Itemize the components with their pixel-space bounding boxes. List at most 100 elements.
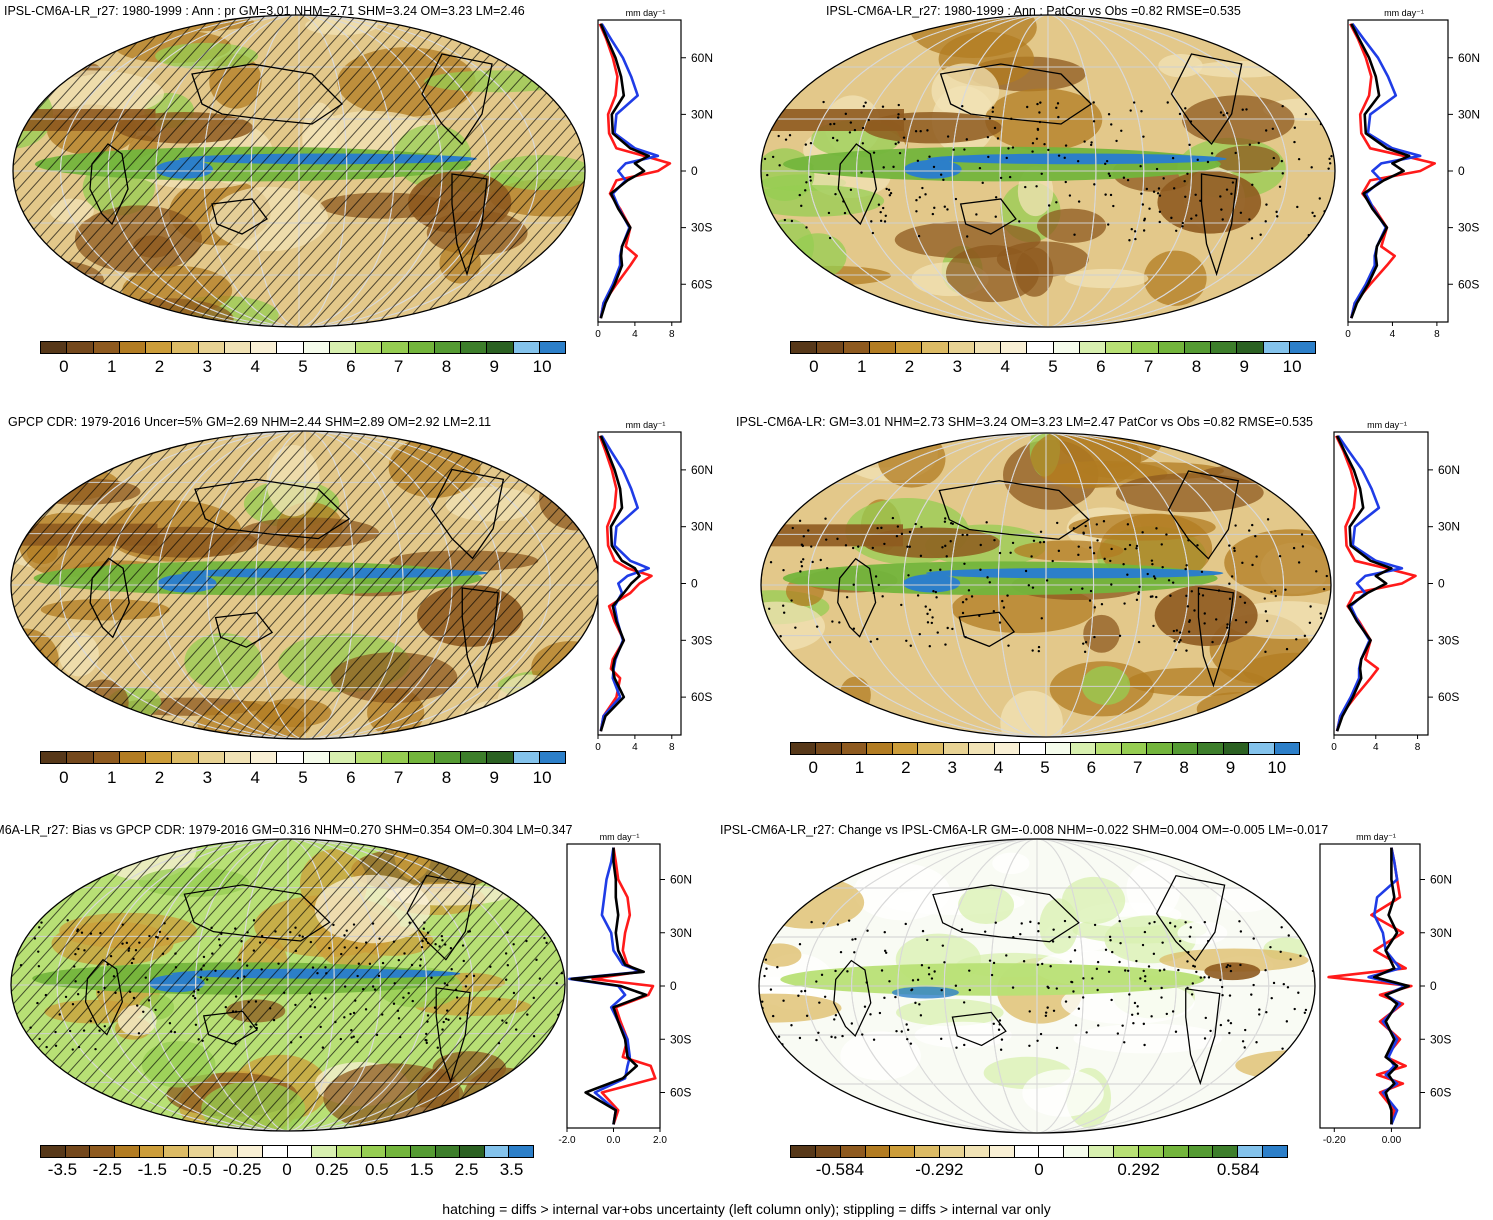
- lat-tick-label: 0: [1458, 164, 1465, 178]
- lat-tick-label: 0: [670, 979, 677, 993]
- colorbar: [40, 751, 566, 764]
- colorbar-tick-label: 4: [1000, 357, 1010, 376]
- colorbar-swatch: [1213, 1146, 1239, 1157]
- colorbar-swatch: [513, 342, 540, 353]
- colorbar-tick-label: -0.584: [815, 1160, 864, 1179]
- colorbar-tick-label: 2: [904, 357, 915, 376]
- x-tick-label: 0.00: [1382, 1135, 1402, 1146]
- colorbar-swatch: [146, 342, 173, 353]
- colorbar-swatch: [940, 1146, 965, 1157]
- panel-title: IPSL-CM6A-LR_r27: Bias vs GPCP CDR: 1979…: [0, 823, 573, 837]
- colorbar-swatch: [434, 752, 461, 763]
- lat-tick-label: 30N: [670, 926, 692, 940]
- colorbar-swatch: [1238, 1146, 1264, 1157]
- zonal-mean-profile: mm day⁻¹ 60N 30N 0 30S 60S 0 4 8: [1331, 420, 1460, 753]
- lat-tick-label: 0: [1430, 979, 1437, 993]
- colorbar-tick-label: 4: [250, 357, 260, 376]
- colorbar-swatch: [1014, 1146, 1040, 1157]
- colorbar-swatch: [487, 752, 514, 763]
- lat-tick-label: 30N: [1438, 520, 1460, 534]
- colorbar-tick-label: 0: [1034, 1160, 1044, 1179]
- colorbar-tick-label: -3.5: [47, 1160, 78, 1179]
- colorbar-tick-label: -2.5: [92, 1160, 123, 1179]
- lat-tick-label: 60N: [691, 51, 713, 65]
- profile-line: [1334, 435, 1417, 732]
- colorbar-tick-label: 8: [1179, 758, 1189, 777]
- colorbar-swatch: [277, 752, 304, 763]
- colorbar-swatch: [119, 342, 146, 353]
- colorbar-swatch: [1188, 1146, 1214, 1157]
- colorbar-swatch: [65, 1146, 91, 1157]
- x-tick-label: 4: [632, 742, 638, 753]
- panel-title: GPCP CDR: 1979-2016 Uncer=5% GM=2.69 NHM…: [8, 415, 492, 429]
- colorbar-swatch: [1211, 342, 1238, 353]
- colorbar-swatch: [948, 342, 975, 353]
- colorbar-tick-label: 9: [1239, 357, 1249, 376]
- colorbar-swatch: [224, 752, 251, 763]
- colorbar-tick-label: 0: [809, 357, 819, 376]
- profile-line: [599, 23, 660, 319]
- colorbar-swatch: [865, 1146, 891, 1157]
- colorbar-swatch: [93, 752, 120, 763]
- profile-line: [599, 435, 641, 732]
- world-map: [760, 432, 1332, 738]
- colorbar-tick-label: -0.292: [915, 1160, 964, 1179]
- colorbar-tick-label: 6: [1086, 758, 1097, 777]
- panel-title: IPSL-CM6A-LR: GM=3.01 NHM=2.73 SHM=3.24 …: [736, 415, 1314, 429]
- colorbar-swatch: [461, 752, 488, 763]
- profile-unit-label: mm day⁻¹: [1367, 420, 1407, 430]
- colorbar-swatch: [172, 752, 199, 763]
- colorbar-swatch: [969, 743, 995, 754]
- zonal-mean-profile: mm day⁻¹ 60N 30N 0 30S 60S -0.20 0.00: [1319, 832, 1452, 1146]
- colorbar-swatch: [410, 1146, 436, 1157]
- colorbar-swatch: [1096, 743, 1122, 754]
- profile-unit-label: mm day⁻¹: [1356, 832, 1396, 842]
- lat-tick-label: 60S: [1458, 277, 1479, 291]
- colorbar-tick-label: 0: [282, 1160, 292, 1179]
- colorbar-labels: 0 1 2 3 4 5 6 7 8 9 10: [790, 758, 1300, 782]
- colorbar-swatch: [817, 342, 844, 353]
- colorbar-labels: 0 1 2 3 4 5 6 7 8 9 10: [790, 357, 1316, 381]
- lat-tick-label: 0: [1438, 577, 1445, 591]
- world-map: [760, 14, 1336, 328]
- lat-tick-label: 60S: [691, 690, 712, 704]
- colorbar-swatch: [815, 1146, 841, 1157]
- colorbar-tick-label: 4: [250, 768, 260, 787]
- colorbar-swatch: [303, 752, 330, 763]
- x-tick-label: 2.0: [653, 1135, 667, 1146]
- lat-tick-label: 60N: [1430, 873, 1452, 887]
- colorbar-labels: 0 1 2 3 4 5 6 7 8 9 10: [40, 357, 566, 381]
- lat-tick-label: 60S: [691, 277, 712, 291]
- colorbar-tick-label: 7: [1132, 758, 1143, 777]
- x-tick-label: -2.0: [558, 1135, 576, 1146]
- x-tick-label: 0.0: [607, 1135, 621, 1146]
- colorbar-swatch: [840, 1146, 866, 1157]
- world-map: [10, 838, 566, 1132]
- colorbar-tick-label: 7: [393, 357, 404, 376]
- profile-line: [1335, 435, 1393, 732]
- colorbar-swatch: [188, 1146, 214, 1157]
- lat-tick-label: 30S: [691, 633, 712, 647]
- colorbar-tick-label: -1.5: [137, 1160, 167, 1179]
- colorbar-swatch: [791, 1146, 816, 1157]
- colorbar-swatch: [90, 1146, 115, 1157]
- colorbar-swatch: [1039, 1146, 1065, 1157]
- lat-tick-label: 0: [691, 577, 698, 591]
- colorbar-swatch: [172, 342, 199, 353]
- zonal-mean-profile: mm day⁻¹ 60N 30N 0 30S 60S 0 4 8: [595, 420, 713, 753]
- colorbar-swatch: [361, 1146, 387, 1157]
- lat-tick-label: 30N: [1430, 926, 1452, 940]
- profile-frame: [597, 19, 682, 323]
- x-tick-label: 4: [1390, 329, 1396, 340]
- colorbar-swatch: [251, 342, 278, 353]
- x-tick-label: -0.20: [1323, 1135, 1346, 1146]
- colorbar-swatch: [386, 1146, 411, 1157]
- colorbar-tick-label: 1.5: [409, 1160, 434, 1179]
- colorbar-tick-label: 2: [901, 758, 911, 777]
- profile-line: [1350, 23, 1411, 319]
- colorbar-tick-label: 10: [1282, 357, 1302, 376]
- profile-frame: [1347, 19, 1449, 323]
- colorbar: [790, 341, 1316, 354]
- colorbar-swatch: [356, 752, 383, 763]
- colorbar-swatch: [1158, 342, 1185, 353]
